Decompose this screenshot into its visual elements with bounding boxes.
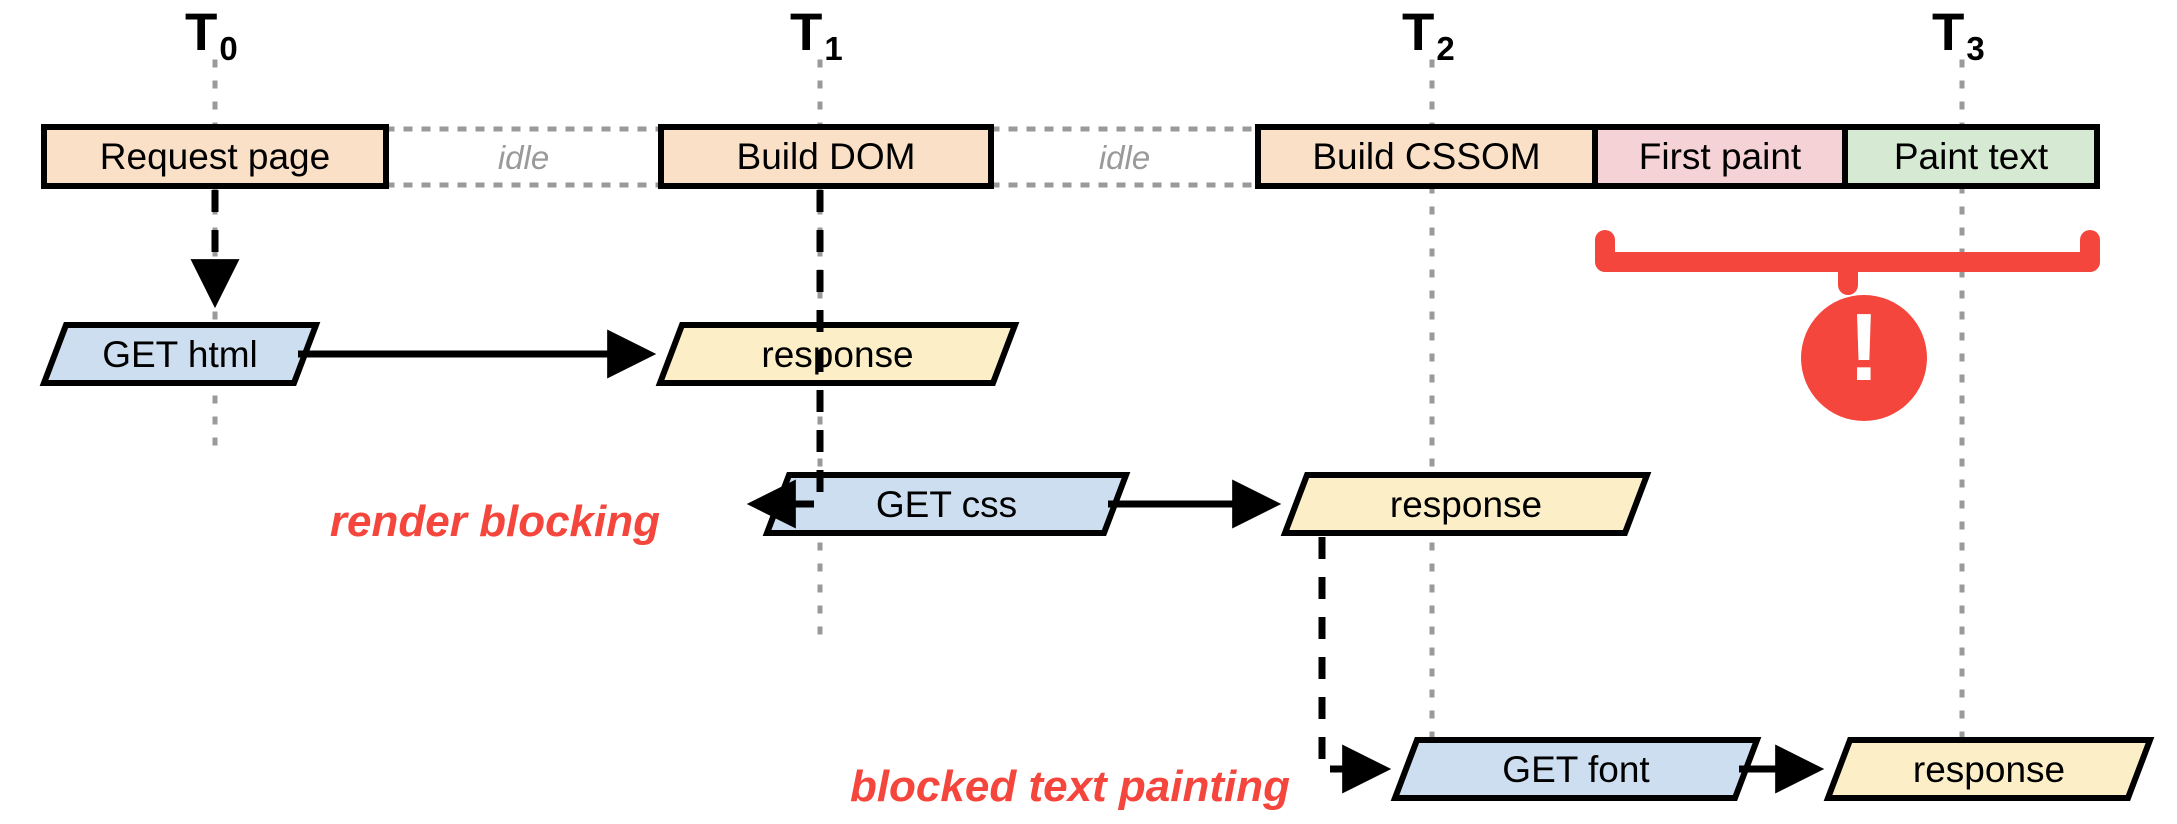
timeline-box-request-page xyxy=(41,124,389,189)
font-block-callout-brace xyxy=(1595,230,2100,295)
node-shape-resp-font xyxy=(1823,737,2155,801)
timeline-boxes xyxy=(41,124,2100,189)
timeline-box-build-dom xyxy=(658,124,994,189)
dep-respcss-to-get-font xyxy=(1318,537,1392,794)
dependency-arrows xyxy=(190,190,1392,794)
node-shape-get-font xyxy=(1390,737,1762,801)
timeline-box-build-cssom xyxy=(1255,124,1598,189)
timeline-box-first-paint xyxy=(1592,124,1848,189)
node-shape-resp-css xyxy=(1280,472,1652,536)
idle-tracks xyxy=(385,126,1259,188)
network-nodes xyxy=(39,322,2155,801)
node-shape-get-html xyxy=(39,322,321,386)
timeline-box-paint-text xyxy=(1842,124,2100,189)
exclamation-icon-circle xyxy=(1801,295,1927,421)
node-shape-resp-html xyxy=(655,322,1020,386)
flow-arrows xyxy=(298,329,1825,794)
brace-path xyxy=(1595,230,2100,295)
